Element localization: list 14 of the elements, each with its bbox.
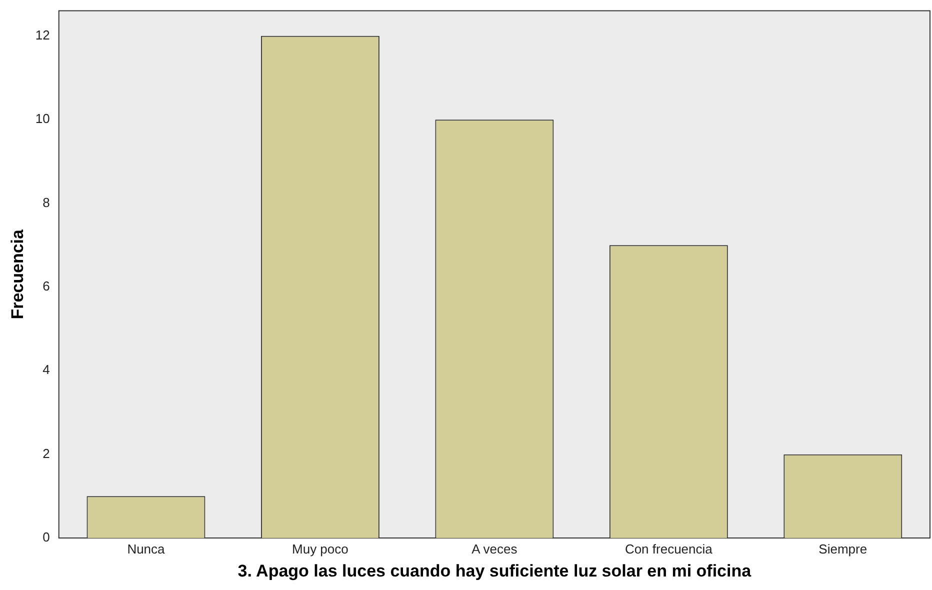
- y-tick-label: 0: [42, 530, 50, 545]
- y-tick-label: 12: [35, 27, 50, 42]
- y-tick-label: 2: [42, 446, 50, 461]
- x-tick-label: Nunca: [127, 541, 166, 556]
- x-axis-title: 3. Apago las luces cuando hay suficiente luz solar en mi oficina: [238, 561, 752, 580]
- x-tick-label: Siempre: [818, 541, 868, 556]
- x-tick-label: Muy poco: [292, 541, 348, 556]
- y-tick-label: 6: [42, 278, 50, 294]
- y-tick-label: 10: [35, 111, 50, 126]
- y-tick-label: 8: [42, 194, 50, 210]
- y-tick-label: 4: [42, 362, 50, 378]
- y-axis-title: Frecuencia: [8, 228, 27, 320]
- x-tick-label: A veces: [472, 541, 518, 556]
- x-tick-label: Con frecuencia: [624, 541, 714, 556]
